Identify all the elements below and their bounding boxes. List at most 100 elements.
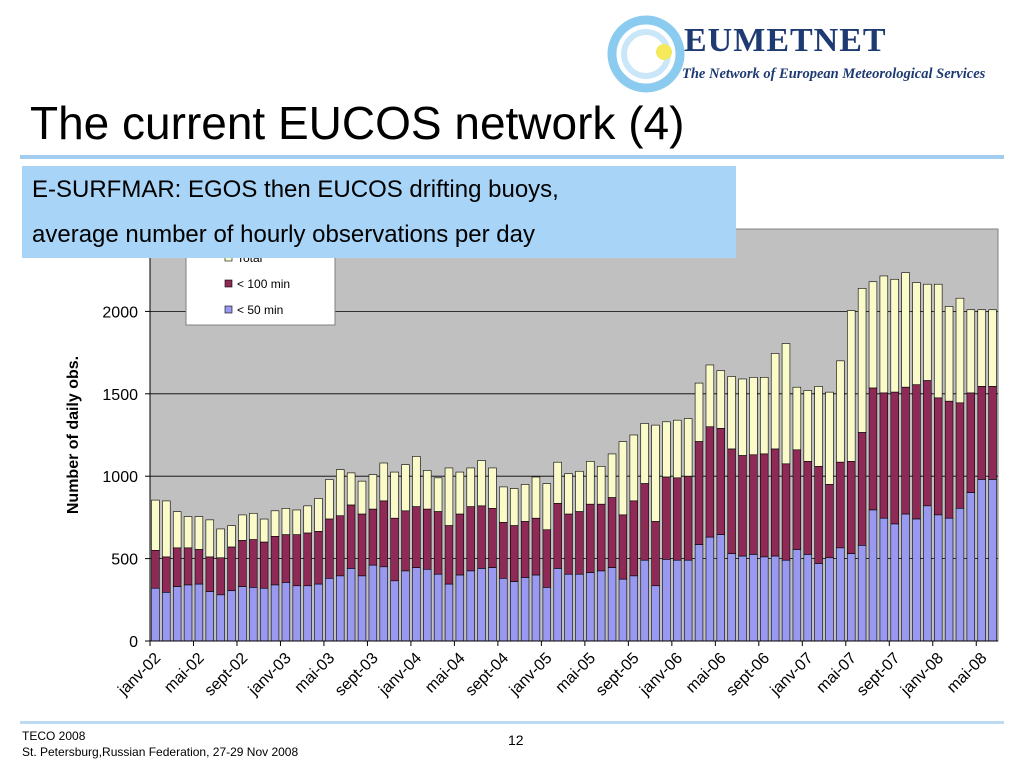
x-tick-label: sept-02 <box>201 650 251 700</box>
logo-name: EUMETNET <box>684 22 887 59</box>
bar-lt100 <box>607 497 617 568</box>
bar-total <box>444 467 454 526</box>
bar-lt50 <box>988 479 997 642</box>
bar-total <box>792 386 802 451</box>
bar-total <box>564 473 573 515</box>
bar-lt50 <box>933 514 943 642</box>
bar-lt50 <box>466 570 475 642</box>
bar-lt100 <box>694 441 704 545</box>
bar-lt100 <box>325 518 334 579</box>
bar-total <box>227 525 236 548</box>
bar-lt50 <box>553 568 562 642</box>
legend-label: < 50 min <box>237 303 283 317</box>
bar-total <box>988 309 997 387</box>
bar-total <box>314 498 323 532</box>
bar-lt50 <box>955 508 965 642</box>
bar-total <box>477 460 486 507</box>
y-tick-label: 1500 <box>102 387 138 404</box>
subtitle-line-1: E-SURFMAR: EGOS then EUCOS drifting buoy… <box>32 176 559 203</box>
bar-lt50 <box>194 583 204 642</box>
bar-total <box>651 424 660 522</box>
bar-total <box>455 471 465 515</box>
bar-lt100 <box>618 514 628 580</box>
x-tick-label: mai-04 <box>422 650 469 697</box>
bar-lt100 <box>749 454 758 555</box>
bar-total <box>857 288 867 433</box>
bar-lt50 <box>433 573 443 642</box>
bar-lt50 <box>814 563 823 642</box>
bar-lt100 <box>651 521 660 587</box>
x-tick-label: mai-06 <box>683 650 730 697</box>
x-tick-label: janv-07 <box>767 650 817 700</box>
bar-total <box>890 278 899 393</box>
bar-total <box>749 377 758 456</box>
bar-total <box>183 516 193 549</box>
x-tick-label: mai-02 <box>161 650 208 697</box>
bar-lt100 <box>836 461 845 549</box>
bar-total <box>803 390 812 462</box>
bar-lt50 <box>879 517 889 642</box>
bar-lt100 <box>640 483 649 561</box>
bar-total <box>466 467 475 507</box>
bar-total <box>325 479 334 520</box>
bar-lt50 <box>890 523 899 642</box>
bar-lt100 <box>879 392 889 519</box>
y-tick-label: 1000 <box>102 469 138 486</box>
x-tick-label: mai-08 <box>944 650 991 697</box>
bar-lt100 <box>781 463 791 561</box>
bar-total <box>868 281 878 389</box>
bar-lt50 <box>966 492 976 642</box>
x-tick-label: janv-02 <box>114 650 164 700</box>
bar-lt100 <box>412 506 421 568</box>
bar-lt100 <box>270 536 280 586</box>
bar-lt100 <box>825 484 834 559</box>
bar-total <box>216 528 225 559</box>
bar-lt50 <box>857 545 867 642</box>
y-axis-label: Number of daily obs. <box>65 356 82 514</box>
bar-lt50 <box>455 574 465 642</box>
y-tick-label: 2000 <box>102 304 138 321</box>
bar-lt50 <box>412 567 421 642</box>
bar-lt50 <box>944 517 954 642</box>
bar-total <box>346 472 356 506</box>
bar-lt100 <box>423 508 432 570</box>
bar-lt50 <box>781 559 791 642</box>
bar-lt100 <box>477 505 486 569</box>
bar-lt50 <box>151 587 160 642</box>
bar-lt50 <box>281 582 291 642</box>
bar-total <box>705 364 715 428</box>
x-tick-label: janv-08 <box>897 650 947 700</box>
bar-total <box>488 467 497 509</box>
bar-lt100 <box>912 384 921 520</box>
bar-total <box>194 516 204 550</box>
bar-lt100 <box>346 504 356 569</box>
bar-lt100 <box>814 466 823 564</box>
bar-lt50 <box>912 518 921 642</box>
bar-lt50 <box>640 559 649 642</box>
bar-lt100 <box>803 461 812 555</box>
title-divider <box>20 155 1004 159</box>
logo-tagline: The Network of European Meteorological S… <box>682 66 986 82</box>
y-tick-label: 0 <box>129 634 138 651</box>
bar-lt50 <box>259 587 269 642</box>
bar-lt100 <box>901 386 910 515</box>
bar-total <box>162 500 171 558</box>
bar-total <box>586 461 595 505</box>
bar-total <box>357 480 367 515</box>
bar-lt100 <box>662 476 671 560</box>
bar-lt100 <box>542 529 552 588</box>
bar-total <box>912 282 921 386</box>
bar-lt50 <box>509 581 519 642</box>
bar-total <box>151 499 160 551</box>
bar-lt50 <box>205 591 215 642</box>
bar-total <box>944 306 954 402</box>
y-tick-label: 500 <box>111 552 138 569</box>
bar-lt100 <box>629 500 639 577</box>
bar-lt50 <box>977 479 986 642</box>
bar-lt50 <box>303 585 312 642</box>
bar-total <box>825 391 834 485</box>
footer-divider <box>20 721 1004 724</box>
bar-lt100 <box>162 556 171 593</box>
footer-location: St. Petersburg,Russian Federation, 27-29… <box>22 745 299 759</box>
